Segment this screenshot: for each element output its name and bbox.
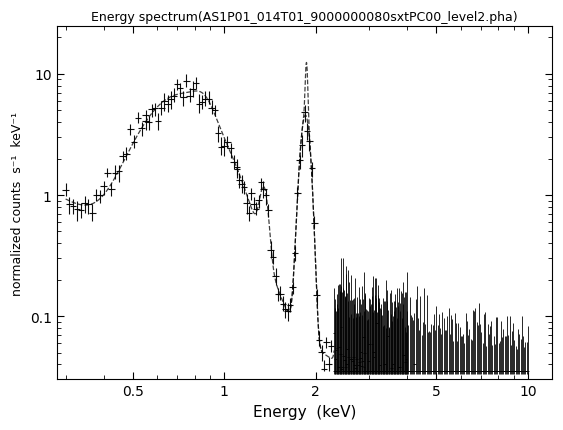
Y-axis label: normalized counts  s⁻¹  keV⁻¹: normalized counts s⁻¹ keV⁻¹: [11, 111, 24, 295]
X-axis label: Energy  (keV): Energy (keV): [253, 404, 356, 419]
Title: Energy spectrum(AS1P01_014T01_9000000080sxtPC00_level2.pha): Energy spectrum(AS1P01_014T01_9000000080…: [91, 11, 517, 24]
